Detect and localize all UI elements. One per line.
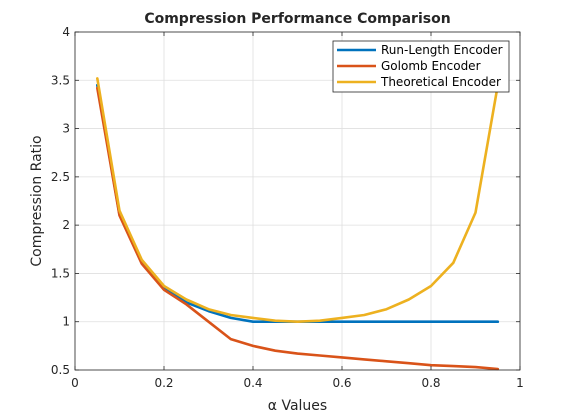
legend: Run-Length Encoder Golomb Encoder Theoreti…	[332, 40, 510, 93]
series-layer	[96, 77, 500, 371]
x-tick-label: 0	[71, 376, 79, 390]
y-tick-label: 1.5	[51, 266, 70, 280]
series-line-1	[96, 86, 500, 371]
x-axis-label: α Values	[268, 398, 327, 414]
series-line-2	[96, 77, 500, 324]
y-tick-label: 2	[62, 218, 70, 232]
x-tick-label: 1	[516, 376, 524, 390]
legend-label-0: Run-Length Encoder	[381, 43, 503, 57]
legend-label-1: Golomb Encoder	[381, 59, 481, 73]
y-axis-label: Compression Ratio	[29, 135, 45, 266]
y-axis: 0.5 1 1.5 2 2.5 3 3.5 4	[51, 25, 520, 377]
x-tick-label: 0.6	[332, 376, 351, 390]
y-tick-label: 4	[62, 25, 70, 39]
axes-box	[74, 31, 521, 371]
y-tick-label: 3	[62, 122, 70, 136]
chart-title: Compression Performance Comparison	[144, 11, 450, 27]
y-tick-label: 0.5	[51, 363, 70, 377]
x-axis: 0 0.2 0.4 0.6 0.8 1	[71, 32, 524, 390]
x-tick-label: 0.8	[421, 376, 440, 390]
y-tick-label: 3.5	[51, 73, 70, 87]
y-tick-label: 2.5	[51, 170, 70, 184]
y-tick-label: 1	[62, 315, 70, 329]
x-tick-label: 0.4	[243, 376, 262, 390]
x-tick-label: 0.2	[154, 376, 173, 390]
legend-label-2: Theoretical Encoder	[380, 75, 501, 89]
